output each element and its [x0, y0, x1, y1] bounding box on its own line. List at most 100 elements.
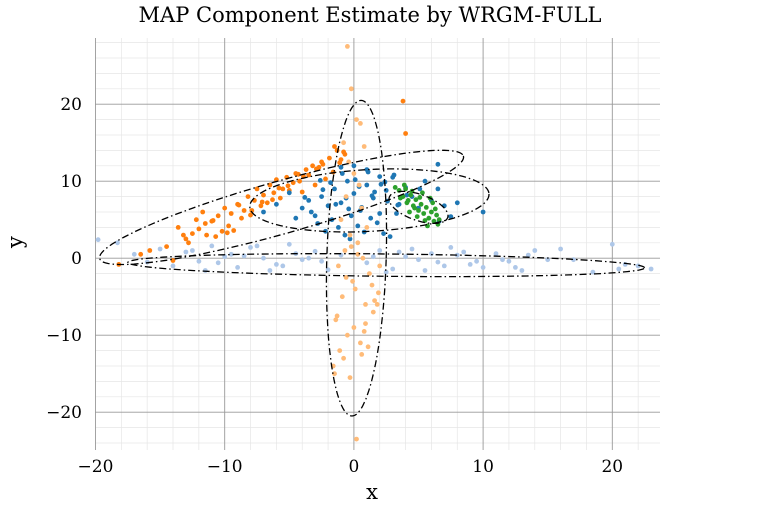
- data-point: [361, 329, 367, 334]
- data-point: [355, 223, 361, 229]
- major-grid: [95, 38, 660, 450]
- data-point: [183, 236, 189, 242]
- data-point: [276, 185, 282, 191]
- data-point: [348, 244, 354, 250]
- y-tick-label: 20: [60, 95, 82, 115]
- data-point: [368, 215, 374, 221]
- data-point: [416, 257, 421, 263]
- data-point: [390, 266, 396, 272]
- x-tick-label: 10: [472, 457, 494, 477]
- data-point: [361, 144, 367, 149]
- orange-series: [116, 98, 408, 267]
- data-point: [339, 171, 345, 176]
- data-point: [400, 98, 406, 104]
- data-point: [383, 188, 389, 193]
- y-axis-label: y: [3, 236, 27, 249]
- data-point: [303, 167, 309, 173]
- data-point: [369, 282, 375, 288]
- data-point: [370, 309, 376, 315]
- data-point: [231, 228, 237, 233]
- data-point: [343, 194, 349, 200]
- data-point: [222, 254, 228, 260]
- data-point: [295, 171, 301, 177]
- data-point: [404, 192, 410, 198]
- data-point: [364, 260, 370, 266]
- data-point: [213, 234, 219, 240]
- data-point: [115, 240, 120, 246]
- data-point: [423, 205, 429, 210]
- data-point: [407, 209, 412, 215]
- data-point: [454, 200, 460, 206]
- data-point: [320, 161, 326, 167]
- y-tick-label: 10: [60, 172, 82, 192]
- data-point: [338, 200, 344, 206]
- data-point: [356, 182, 362, 188]
- data-point: [320, 187, 326, 193]
- data-point: [355, 240, 361, 246]
- data-point: [396, 249, 402, 255]
- data-point: [215, 213, 221, 219]
- data-point: [430, 200, 436, 206]
- data-point: [436, 217, 442, 223]
- data-point: [258, 203, 264, 209]
- data-point: [374, 302, 380, 307]
- data-point: [261, 255, 266, 261]
- data-point: [337, 348, 343, 353]
- data-point: [228, 211, 234, 216]
- data-point: [222, 205, 228, 211]
- data-point: [341, 149, 346, 155]
- data-point: [408, 192, 414, 198]
- data-point: [239, 215, 244, 221]
- data-point: [351, 191, 357, 196]
- data-point: [347, 375, 353, 380]
- data-point: [403, 186, 408, 192]
- data-point: [378, 181, 384, 187]
- data-point: [328, 180, 333, 186]
- data-point: [370, 254, 376, 260]
- data-point: [432, 206, 438, 212]
- data-point: [609, 241, 615, 247]
- data-point: [377, 248, 383, 253]
- data-point: [274, 201, 279, 207]
- data-point: [525, 252, 531, 258]
- data-point: [403, 254, 408, 260]
- data-point: [299, 257, 305, 263]
- data-point: [434, 212, 439, 218]
- data-point: [387, 234, 393, 240]
- data-point: [210, 218, 216, 223]
- data-point: [392, 185, 398, 190]
- x-tick-labels: −20 −10 0 10 20: [78, 457, 624, 477]
- data-point: [306, 172, 312, 178]
- data-point: [312, 182, 318, 188]
- data-point: [648, 266, 654, 272]
- data-point: [333, 201, 339, 207]
- data-point: [277, 195, 283, 201]
- data-point: [280, 263, 286, 269]
- data-point: [183, 249, 189, 255]
- data-point: [358, 121, 363, 126]
- orange-ellipse: [98, 149, 465, 266]
- data-point: [170, 263, 176, 269]
- blue-ellipse: [249, 168, 490, 233]
- data-point: [196, 258, 202, 264]
- data-point: [394, 211, 399, 216]
- data-point: [348, 213, 354, 219]
- data-point: [196, 226, 202, 232]
- data-point: [334, 313, 340, 319]
- data-point: [338, 217, 344, 223]
- data-point: [341, 140, 346, 146]
- data-point: [181, 232, 186, 238]
- peach-ellipse: [325, 99, 388, 417]
- data-point: [254, 186, 260, 192]
- lightblue-series: [95, 237, 654, 275]
- data-point: [342, 232, 348, 238]
- data-point: [348, 86, 354, 92]
- data-point: [337, 160, 343, 166]
- y-tick-label: −20: [46, 403, 82, 423]
- data-point: [224, 230, 230, 236]
- data-point: [372, 298, 377, 303]
- data-point: [190, 231, 195, 237]
- x-axis-label: x: [366, 480, 378, 504]
- green-ellipse: [388, 190, 449, 225]
